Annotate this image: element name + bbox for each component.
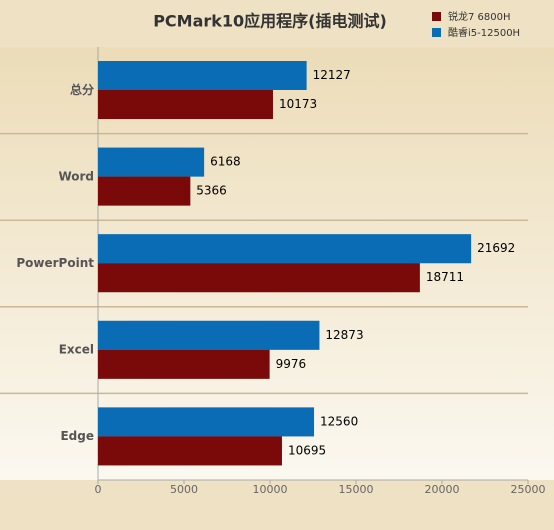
bar-shade xyxy=(98,436,282,466)
value-label: 6168 xyxy=(210,155,241,169)
category-label: 总分 xyxy=(70,82,94,97)
bar-shade xyxy=(98,61,307,90)
value-label: 18711 xyxy=(426,270,464,284)
x-tick-label: 0 xyxy=(95,483,102,496)
bar-shade xyxy=(98,90,273,119)
chart-title: PCMark10应用程序(插电测试) xyxy=(153,12,387,31)
bar-shade xyxy=(98,263,420,293)
legend-swatch xyxy=(432,28,441,37)
bar-shade xyxy=(98,147,205,177)
bar-shade xyxy=(98,176,191,206)
x-tick-label: 5000 xyxy=(170,483,198,496)
legend-label: 酷睿i5-12500H xyxy=(448,26,520,39)
legend-swatch xyxy=(432,12,441,21)
category-label: Excel xyxy=(59,343,94,357)
category-label: PowerPoint xyxy=(16,256,94,270)
value-label: 10173 xyxy=(279,97,317,111)
x-tick-label: 20000 xyxy=(425,483,460,496)
bar-shade xyxy=(98,234,472,264)
x-tick-label: 15000 xyxy=(339,483,374,496)
value-label: 12560 xyxy=(320,414,358,428)
value-label: 9976 xyxy=(276,357,307,371)
value-label: 5366 xyxy=(196,184,227,198)
bar-shade xyxy=(98,349,270,379)
x-tick-label: 10000 xyxy=(253,483,288,496)
value-label: 12873 xyxy=(325,328,363,342)
bar-shade xyxy=(98,407,315,437)
x-tick-label: 25000 xyxy=(511,483,546,496)
value-label: 21692 xyxy=(477,241,515,255)
category-label: Word xyxy=(58,169,94,183)
category-label: Edge xyxy=(60,429,94,443)
legend-label: 锐龙7 6800H xyxy=(448,10,511,23)
value-label: 12127 xyxy=(313,68,351,82)
bar-shade xyxy=(98,320,320,350)
value-label: 10695 xyxy=(288,443,326,457)
